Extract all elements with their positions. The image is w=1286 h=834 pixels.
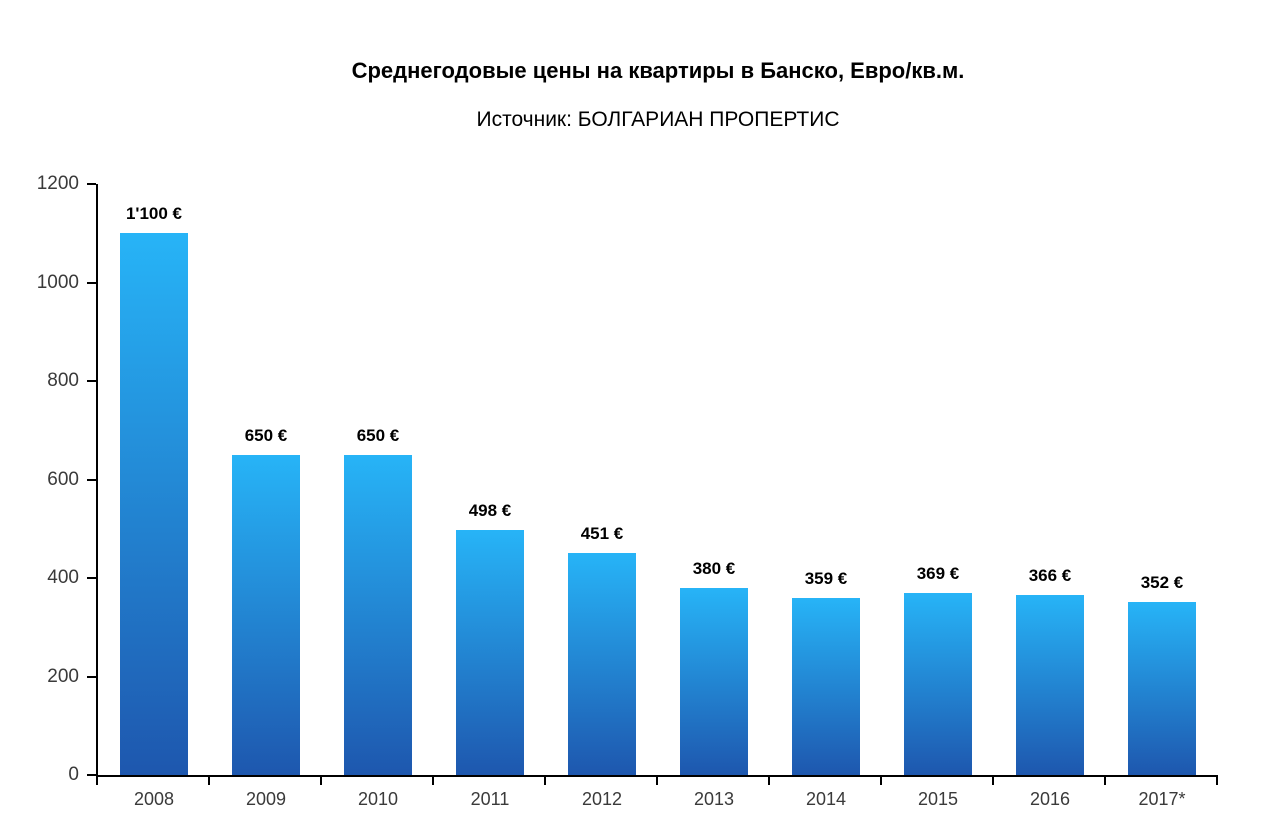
bar	[1016, 594, 1084, 775]
y-tick-label: 1000	[36, 271, 79, 293]
bar	[680, 587, 748, 775]
x-tick-mark	[1216, 777, 1218, 785]
bar-value-label: 498 €	[468, 500, 512, 520]
y-tick-mark	[87, 577, 96, 579]
bar-value-label: 380 €	[692, 558, 736, 578]
bar-value-label: 650 €	[356, 425, 400, 445]
x-tick-label: 2012	[581, 789, 623, 809]
x-tick-label: 2011	[470, 789, 510, 809]
chart-subtitle: Источник: БОЛГАРИАН ПРОПЕРТИС	[476, 108, 840, 131]
y-tick-mark	[87, 675, 96, 678]
chart-title: Среднегодовые цены на квартиры в Банско,…	[351, 58, 965, 83]
bar-value-label: 366 €	[1028, 565, 1072, 585]
x-tick-label: 2009	[245, 789, 287, 809]
plot-area: 0 200 400 600 800 1000 1200 1'100 € 2008 650 € 200…	[37, 173, 1218, 809]
x-tick-label: 2017*	[1138, 789, 1186, 809]
bar	[568, 552, 636, 775]
bar-value-label: 352 €	[1140, 572, 1184, 592]
bar	[120, 233, 188, 775]
y-tick-label: 600	[47, 468, 79, 490]
y-axis-line	[96, 184, 98, 777]
bar-value-label: 451 €	[580, 523, 624, 543]
x-tick-mark	[432, 777, 434, 785]
x-tick-mark	[544, 777, 546, 785]
bar	[1128, 601, 1196, 775]
bar	[344, 454, 412, 775]
y-tick-label: 800	[47, 370, 79, 391]
x-tick-label: 2010	[357, 789, 399, 809]
y-tick-mark	[87, 774, 96, 776]
bar	[232, 454, 300, 775]
x-tick-label: 2013	[693, 789, 735, 809]
bar	[456, 529, 524, 775]
bar-value-label: 650 €	[244, 425, 288, 445]
y-tick-mark	[87, 281, 96, 284]
y-tick-mark	[87, 478, 96, 481]
x-tick-label: 2014	[805, 789, 847, 809]
x-tick-mark	[880, 777, 882, 785]
bar-value-label: 359 €	[804, 569, 848, 589]
y-tick-mark	[87, 183, 96, 185]
bar	[792, 598, 860, 775]
y-tick-mark	[87, 380, 96, 382]
x-tick-mark	[320, 777, 322, 785]
y-tick-label: 400	[47, 567, 79, 588]
x-tick-mark	[768, 777, 770, 785]
bar	[904, 593, 972, 775]
y-tick-label: 200	[47, 665, 79, 687]
x-tick-mark	[1104, 777, 1106, 785]
x-tick-label: 2008	[133, 789, 175, 809]
x-tick-mark	[656, 777, 658, 785]
x-tick-label: 2015	[917, 789, 959, 809]
x-tick-mark	[208, 777, 210, 785]
bar-value-label: 1'100 €	[125, 204, 183, 224]
x-tick-label: 2016	[1029, 789, 1071, 809]
y-tick-label: 0	[68, 764, 79, 785]
x-tick-mark	[992, 777, 994, 785]
x-tick-mark	[96, 777, 98, 785]
x-axis-line	[96, 775, 1218, 777]
y-tick-label: 1200	[36, 173, 79, 194]
bar-value-label: 369 €	[916, 564, 960, 584]
